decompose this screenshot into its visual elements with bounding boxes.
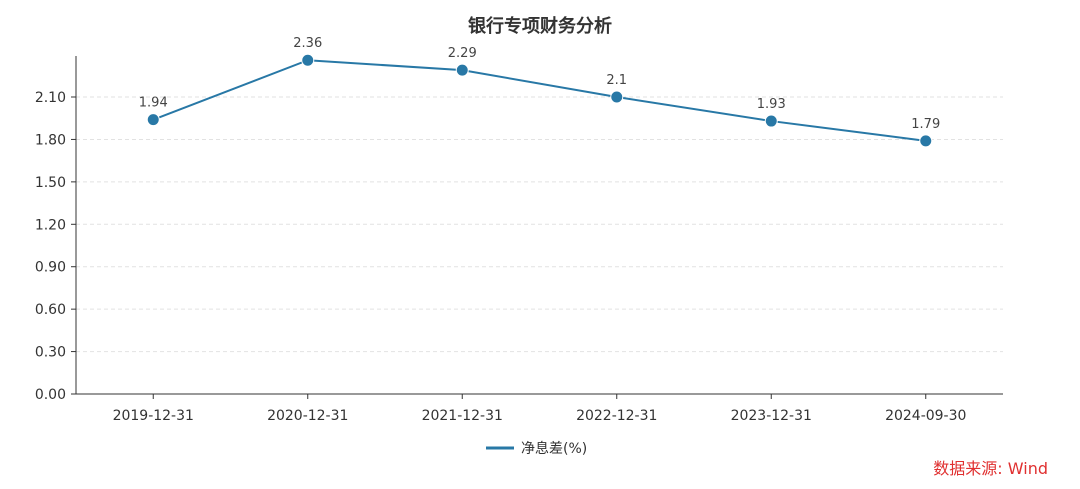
x-tick-label: 2021-12-31: [422, 408, 503, 424]
data-label: 1.93: [757, 97, 786, 112]
y-tick-label: 2.10: [35, 90, 66, 106]
data-point: [455, 63, 469, 77]
data-label: 1.94: [139, 96, 168, 111]
data-point: [610, 90, 624, 104]
source-note: 数据来源: Wind: [933, 459, 1048, 478]
x-tick-label: 2023-12-31: [731, 408, 812, 424]
x-tick-label: 2019-12-31: [113, 408, 194, 424]
chart-title: 银行专项财务分析: [468, 15, 612, 37]
data-label: 1.79: [911, 117, 940, 132]
y-tick-label: 1.50: [35, 175, 66, 191]
y-tick-label: 1.80: [35, 132, 66, 148]
y-tick-label: 0.60: [35, 302, 66, 318]
data-point: [764, 114, 778, 128]
data-point: [301, 53, 315, 67]
data-point: [146, 113, 160, 127]
x-tick-label: 2020-12-31: [267, 408, 348, 424]
data-label: 2.36: [293, 36, 322, 51]
y-tick-label: 1.20: [35, 217, 66, 233]
legend-label: 净息差(%): [521, 440, 587, 457]
data-label: 2.29: [448, 46, 477, 61]
series-layer: 1.94 2.36 2.29 2.1 1.93 1.79: [139, 36, 940, 148]
y-tick-label: 0.90: [35, 260, 66, 276]
y-tick-label: 0.00: [35, 387, 66, 403]
x-tick-label: 2024-09-30: [885, 408, 966, 424]
data-label: 2.1: [606, 73, 627, 88]
series-line: [152, 59, 926, 142]
gridlines: [76, 96, 1003, 353]
x-axis: 2019-12-31 2020-12-31 2021-12-31 2022-12-31…: [76, 393, 1003, 424]
y-tick-label: 0.30: [35, 345, 66, 361]
y-axis: 0.00 0.30 0.60 0.90 1.20 1.50 1.80 2.10: [35, 56, 77, 403]
x-tick-label: 2022-12-31: [576, 408, 657, 424]
legend[interactable]: 净息差(%): [486, 440, 587, 457]
data-point: [919, 134, 933, 148]
